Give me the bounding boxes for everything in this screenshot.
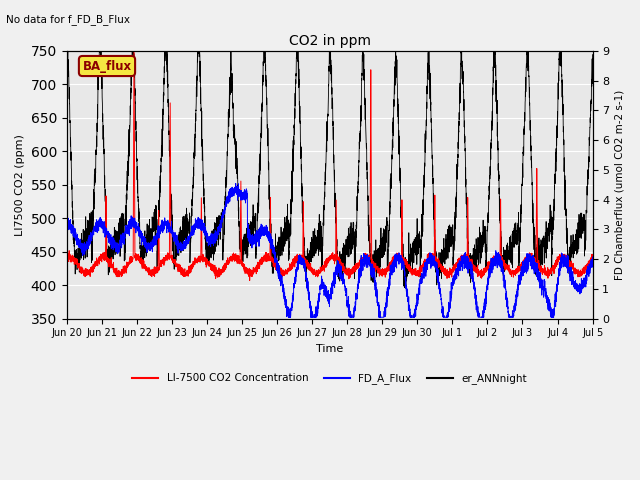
X-axis label: Time: Time [316, 344, 343, 354]
Y-axis label: LI7500 CO2 (ppm): LI7500 CO2 (ppm) [15, 134, 25, 236]
Title: CO2 in ppm: CO2 in ppm [289, 34, 371, 48]
Text: No data for f_FD_B_Flux: No data for f_FD_B_Flux [6, 14, 131, 25]
Text: BA_flux: BA_flux [83, 60, 132, 72]
Legend: LI-7500 CO2 Concentration, FD_A_Flux, er_ANNnight: LI-7500 CO2 Concentration, FD_A_Flux, er… [128, 369, 531, 388]
Y-axis label: FD Chamberflux (umol CO2 m-2 s-1): FD Chamberflux (umol CO2 m-2 s-1) [615, 90, 625, 280]
